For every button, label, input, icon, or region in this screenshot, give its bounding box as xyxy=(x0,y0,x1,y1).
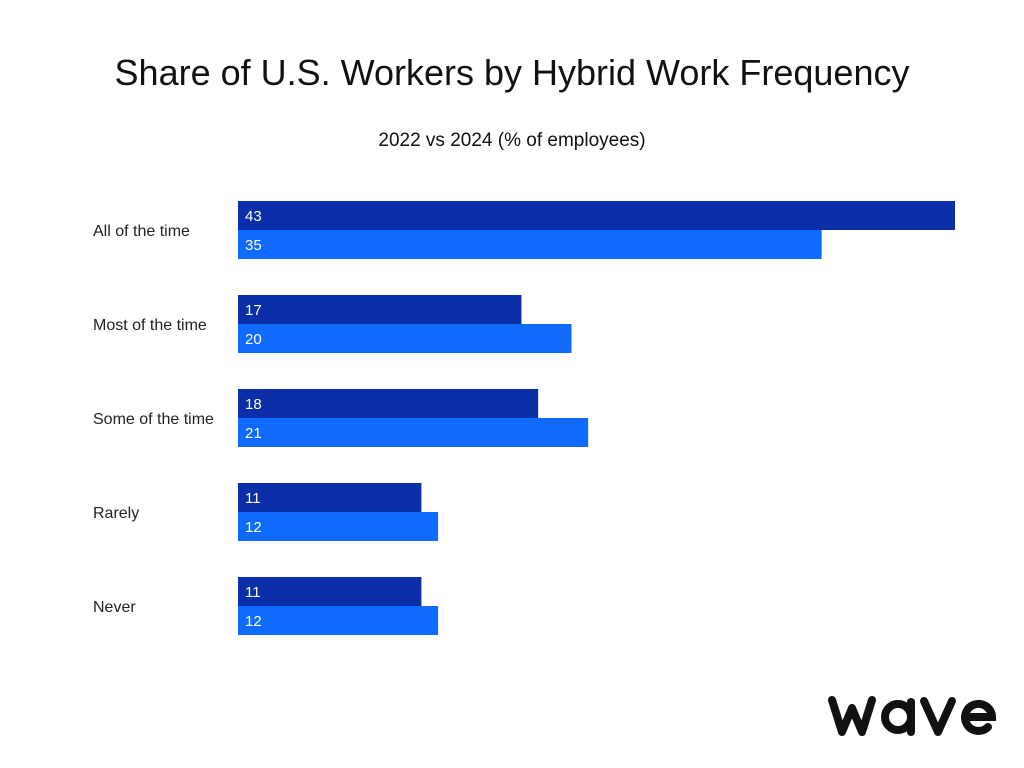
bar-value-label: 18 xyxy=(245,396,262,413)
bar-value-label: 11 xyxy=(245,490,261,507)
category-label: All of the time xyxy=(93,223,190,240)
bar-series-2 xyxy=(238,606,439,635)
bar-series-2 xyxy=(238,324,572,353)
bar-series-2 xyxy=(238,418,589,447)
bar-value-label: 11 xyxy=(245,584,261,601)
bar-value-label: 12 xyxy=(245,519,262,536)
bar-value-label: 12 xyxy=(245,613,262,630)
category-label: Most of the time xyxy=(93,317,207,334)
bar-value-label: 17 xyxy=(245,302,262,319)
bar-value-label: 21 xyxy=(245,425,262,442)
bar-series-1 xyxy=(238,389,539,418)
bar-series-2 xyxy=(238,512,439,541)
bar-series-1 xyxy=(238,483,422,512)
category-label: Some of the time xyxy=(93,411,214,428)
bar-series-1 xyxy=(238,577,422,606)
bar-series-1 xyxy=(238,201,955,230)
bar-series-2 xyxy=(238,230,822,259)
chart-title: Share of U.S. Workers by Hybrid Work Fre… xyxy=(114,52,910,93)
bar-value-label: 20 xyxy=(245,331,262,348)
bar-value-label: 43 xyxy=(245,208,262,225)
wave-logo xyxy=(828,696,997,736)
category-label: Rarely xyxy=(93,505,139,522)
bar-series-1 xyxy=(238,295,522,324)
chart-subtitle: 2022 vs 2024 (% of employees) xyxy=(378,130,646,151)
bar-value-label: 35 xyxy=(245,237,262,254)
category-label: Never xyxy=(93,599,136,616)
